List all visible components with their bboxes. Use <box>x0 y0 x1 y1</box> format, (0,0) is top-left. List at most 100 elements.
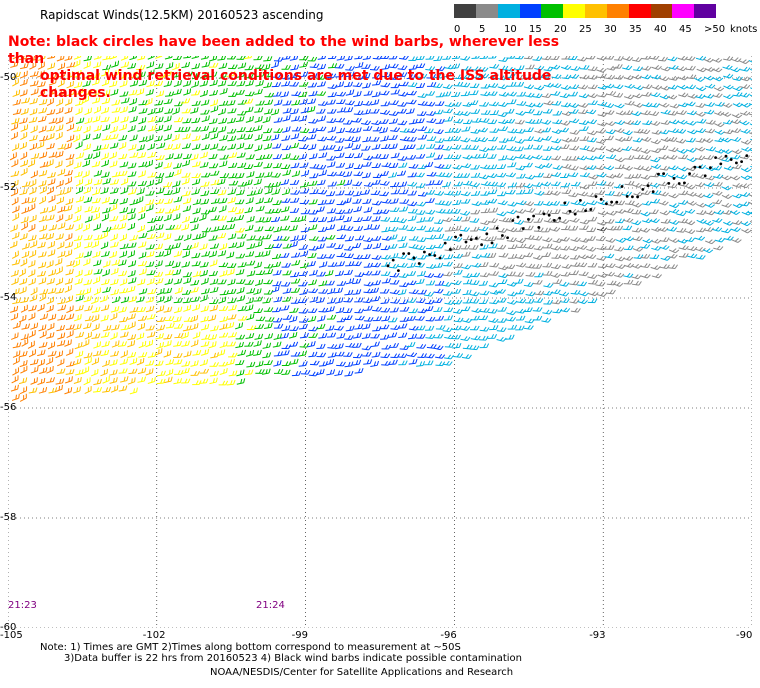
wind-barb <box>640 148 651 154</box>
wind-barb <box>442 164 452 170</box>
wind-barb <box>173 117 184 123</box>
wind-barb <box>478 73 490 79</box>
wind-barb <box>523 162 533 168</box>
wind-barb <box>100 107 110 114</box>
wind-barb <box>128 143 137 151</box>
wind-barb <box>579 136 590 141</box>
flag-dot <box>646 184 650 188</box>
wind-barb <box>271 307 282 313</box>
wind-barb <box>219 270 228 277</box>
wind-barb <box>345 65 355 71</box>
wind-barb <box>515 325 525 331</box>
wind-barb <box>415 245 426 251</box>
flag-dot <box>469 238 473 242</box>
wind-barb <box>354 368 364 374</box>
wind-barb <box>119 233 127 242</box>
wind-barb <box>64 56 73 61</box>
wind-barb <box>227 314 237 320</box>
flag-dot <box>631 195 634 199</box>
wind-barb <box>101 159 110 168</box>
wind-barb <box>55 287 65 294</box>
wind-barb <box>407 136 417 142</box>
wind-barb <box>308 333 318 338</box>
wind-barb <box>91 72 101 79</box>
wind-barb <box>38 180 47 188</box>
wind-barb <box>271 73 282 78</box>
wind-barb <box>129 115 138 123</box>
wind-barb <box>640 110 651 116</box>
wind-barb <box>102 376 110 384</box>
wind-barb <box>658 200 669 206</box>
wind-barb <box>36 70 45 78</box>
wind-barb <box>326 135 337 141</box>
wind-barb <box>66 134 75 143</box>
wind-barb <box>335 190 345 196</box>
wind-barb <box>363 237 374 243</box>
wind-barb <box>488 181 499 187</box>
wind-barb <box>228 173 238 179</box>
wind-barb <box>316 74 327 80</box>
wind-barb <box>361 72 371 79</box>
wind-barb <box>407 255 418 261</box>
wind-barb <box>686 157 697 163</box>
wind-barb <box>551 218 562 224</box>
wind-barb <box>73 376 82 384</box>
wind-barb <box>631 57 643 63</box>
wind-barb <box>73 235 83 242</box>
wind-barb <box>469 298 480 304</box>
wind-barb <box>380 334 390 340</box>
wind-barb <box>435 208 446 214</box>
wind-barb <box>246 270 256 277</box>
wind-barb <box>93 56 103 60</box>
wind-barb <box>207 314 217 322</box>
wind-barb <box>74 171 83 178</box>
wind-barb <box>192 161 201 168</box>
wind-barb <box>641 136 652 142</box>
wind-barb <box>10 269 19 277</box>
wind-barb <box>525 118 536 124</box>
wind-barb <box>461 354 472 360</box>
wind-barb <box>290 351 301 357</box>
wind-barb <box>390 89 400 95</box>
wind-barb <box>325 234 336 240</box>
wind-barb <box>372 209 383 215</box>
wind-barb <box>291 170 301 178</box>
wind-barb <box>264 92 275 98</box>
flag-dot <box>714 156 717 159</box>
wind-barb <box>631 202 643 208</box>
wind-barb <box>272 281 282 287</box>
wind-barb <box>91 296 99 305</box>
time-label: 21:23 <box>8 600 37 611</box>
wind-barb <box>208 153 218 160</box>
wind-barb <box>370 333 380 339</box>
wind-barb <box>353 100 364 107</box>
wind-barb <box>588 291 599 297</box>
wind-barb <box>505 172 517 178</box>
colorbar-label: 25 <box>579 24 592 35</box>
wind-barb <box>561 263 572 269</box>
flag-dot <box>594 195 598 198</box>
flag-dot <box>698 165 702 169</box>
wind-barb <box>272 200 282 206</box>
wind-barb <box>145 339 154 348</box>
wind-barb <box>138 100 148 106</box>
wind-barb <box>579 225 589 231</box>
wind-barb <box>703 75 715 81</box>
wind-barb <box>298 323 308 330</box>
wind-barb <box>550 226 561 232</box>
wind-barb <box>676 174 688 180</box>
wind-barb <box>290 133 300 140</box>
wind-barb <box>712 190 723 196</box>
wind-barb <box>84 241 93 249</box>
wind-barb <box>20 304 28 313</box>
wind-barb <box>200 323 210 331</box>
wind-barb <box>271 285 280 293</box>
wind-barb <box>21 323 31 330</box>
wind-barb <box>235 322 244 330</box>
wind-barb <box>658 145 669 151</box>
wind-barb <box>396 218 407 224</box>
wind-barb <box>109 377 118 384</box>
wind-barb <box>352 82 363 88</box>
wind-barb <box>82 80 91 87</box>
wind-barb <box>273 235 283 242</box>
